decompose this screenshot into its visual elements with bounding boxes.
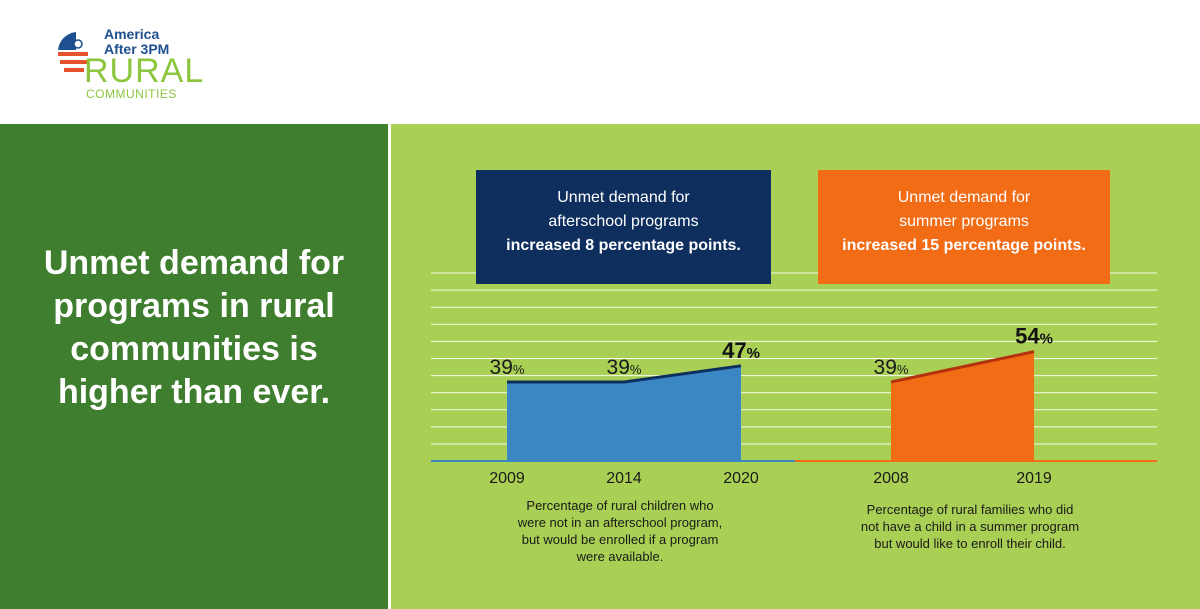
afterschool-callout-emphasis: increased 8 percentage points.: [506, 237, 741, 254]
headline-line: communities is: [70, 330, 318, 368]
afterschool-caption-line: were available.: [576, 549, 664, 564]
unmet-demand-chart: 39% 39% 47% 2009 2014 2020 39% 54% 2008 2019: [431, 272, 1157, 487]
logo-flag-icon: [58, 32, 88, 72]
afterschool-data-label: 47%: [722, 338, 760, 363]
header: America After 3PM RURAL COMMUNITIES: [0, 0, 1200, 122]
headline-panel: Unmet demand for programs in rural commu…: [0, 124, 388, 609]
summer-callout-line: Unmet demand for: [897, 189, 1031, 206]
afterschool-callout-line: afterschool programs: [548, 213, 699, 230]
afterschool-area: [507, 365, 741, 461]
summer-callout: Unmet demand for summer programs increas…: [818, 170, 1110, 284]
summer-line: [890, 350, 1035, 384]
summer-data-label: 54%: [1015, 324, 1053, 349]
headline-line: programs in rural: [53, 287, 335, 325]
afterschool-tick-label: 2020: [723, 470, 759, 487]
afterschool-data-label: 39%: [490, 356, 525, 379]
summer-caption-line: Percentage of rural families who did: [866, 502, 1074, 517]
afterschool-caption-line: but would be enrolled if a program: [521, 532, 719, 547]
logo-text-rural: RURAL: [84, 52, 205, 90]
summer-callout-line: summer programs: [899, 213, 1029, 230]
headline: Unmet demand for programs in rural commu…: [0, 242, 388, 414]
summer-data-label: 39%: [874, 356, 909, 379]
summer-tick-label: 2019: [1016, 470, 1052, 487]
logo-text-after3pm: After 3PM: [104, 41, 170, 57]
afterschool-callout: Unmet demand for afterschool programs in…: [476, 170, 771, 284]
afterschool-callout-line: Unmet demand for: [557, 189, 690, 206]
logo: America After 3PM RURAL COMMUNITIES: [56, 26, 256, 106]
summer-tick-label: 2008: [873, 470, 909, 487]
afterschool-caption-line: were not in an afterschool program,: [517, 515, 723, 530]
summer-area: [891, 351, 1034, 461]
afterschool-line: [507, 364, 742, 384]
headline-line: higher than ever.: [57, 373, 331, 411]
logo-text-america: America: [104, 26, 160, 42]
logo-text-communities: COMMUNITIES: [86, 87, 177, 101]
afterschool-data-label: 39%: [607, 356, 642, 379]
summer-caption-line: not have a child in a summer program: [860, 519, 1080, 534]
afterschool-tick-label: 2009: [489, 470, 525, 487]
summer-caption: Percentage of rural families who did not…: [825, 501, 1115, 552]
summer-callout-emphasis: increased 15 percentage points.: [842, 237, 1086, 254]
afterschool-tick-label: 2014: [606, 470, 642, 487]
afterschool-caption: Percentage of rural children who were no…: [470, 497, 770, 565]
headline-line: Unmet demand for: [43, 244, 345, 282]
afterschool-caption-line: Percentage of rural children who: [526, 498, 714, 513]
summer-caption-line: but would like to enroll their child.: [874, 536, 1066, 551]
